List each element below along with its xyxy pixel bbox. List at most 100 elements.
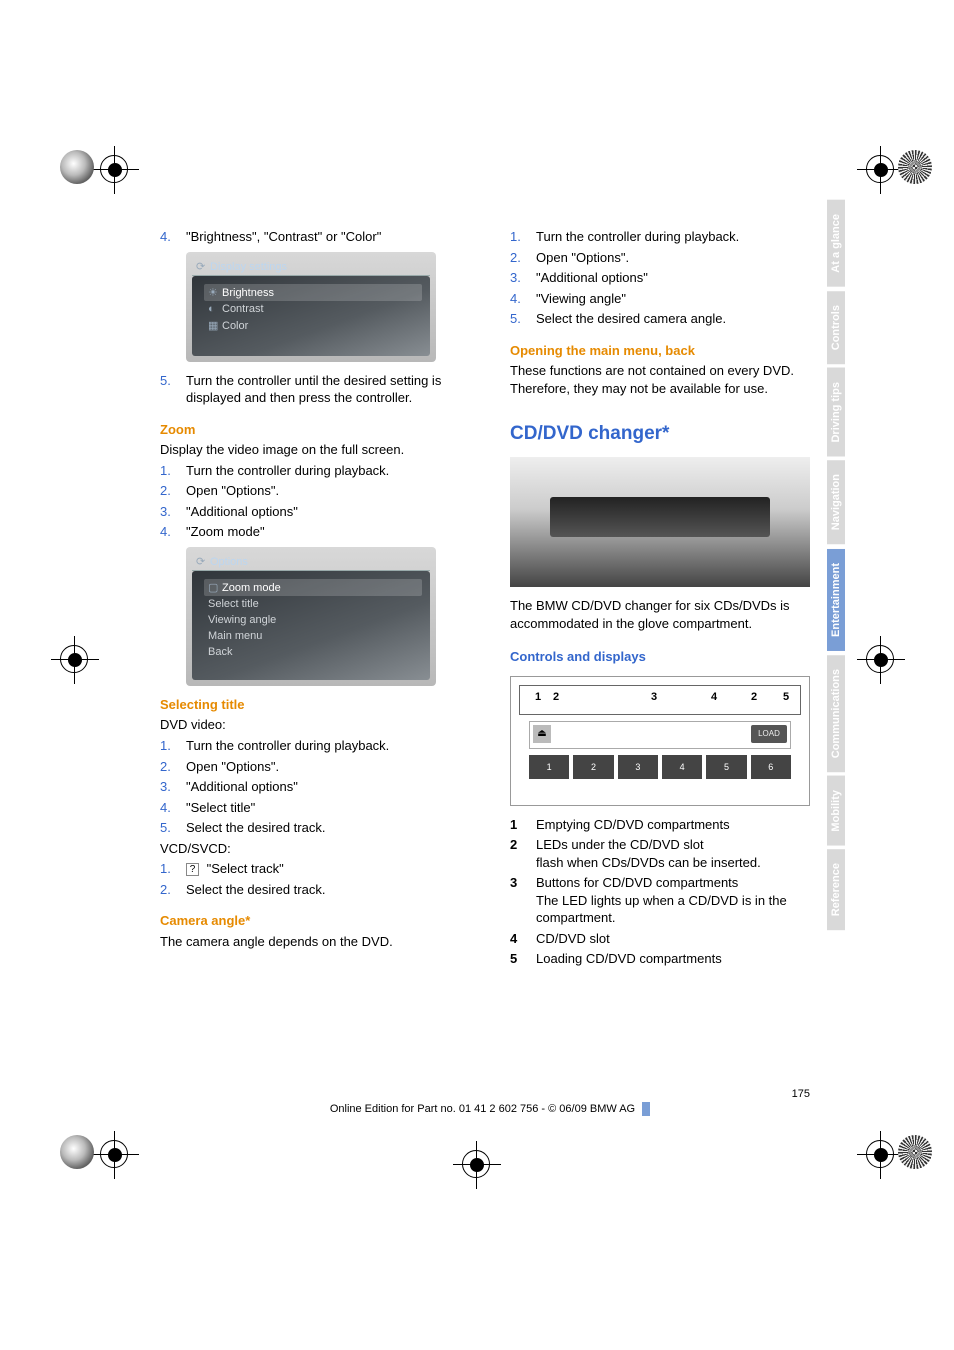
step-number: 4. — [160, 228, 171, 246]
step-text: Turn the controller during playback. — [536, 229, 739, 244]
menu-item: Select title — [204, 596, 422, 612]
step-text: Open "Options". — [186, 759, 279, 774]
changer-diagram: 1 2 3 4 2 5 ⏏ LOAD 1 2 3 4 5 6 — [510, 676, 810, 806]
page-content: 4. "Brightness", "Contrast" or "Color" ⟳D… — [160, 225, 820, 971]
slot-button: 4 — [662, 755, 702, 779]
legend-text: CD/DVD slot — [536, 931, 610, 946]
right-column: 1. Turn the controller during playback. 2… — [510, 225, 820, 971]
slot-button: 2 — [573, 755, 613, 779]
step-number: 3. — [510, 269, 521, 287]
step-text: "Viewing angle" — [536, 291, 626, 306]
selecting-title-heading: Selecting title — [160, 696, 470, 714]
menu-item: Contrast — [222, 303, 264, 315]
camera-steps: 1. Turn the controller during playback. 2… — [510, 228, 820, 328]
step-text: "Zoom mode" — [186, 524, 265, 539]
menu-item: Main menu — [204, 628, 422, 644]
slot-button: 6 — [751, 755, 791, 779]
options-screenshot: ⟳Options ▢Zoom mode Select title Viewing… — [186, 547, 436, 686]
menu-item: Viewing angle — [204, 612, 422, 628]
step-number: 2. — [160, 881, 171, 899]
corner-dot — [60, 150, 94, 184]
corner-sunburst — [898, 150, 932, 184]
step-text: Turn the controller until the desired se… — [186, 373, 441, 406]
menu-item: Zoom mode — [222, 582, 281, 594]
changer-photo — [510, 457, 810, 587]
step-number: 2. — [160, 758, 171, 776]
opening-heading: Opening the main menu, back — [510, 342, 820, 360]
menu-item: Back — [204, 644, 422, 660]
step-number: 1. — [160, 737, 171, 755]
selecting-sub1: DVD video: — [160, 716, 470, 734]
legend-number: 1 — [510, 816, 517, 834]
crop-mark — [866, 1140, 894, 1168]
page-number: 175 — [160, 1088, 810, 1100]
step-text: Turn the controller during playback. — [186, 738, 389, 753]
legend-text: Buttons for CD/DVD compartments The LED … — [536, 875, 787, 925]
legend-text: Emptying CD/DVD compartments — [536, 817, 730, 832]
step-text: Turn the controller during playback. — [186, 463, 389, 478]
step-text: "Brightness", "Contrast" or "Color" — [186, 229, 381, 244]
step-number: 4. — [160, 799, 171, 817]
menu-item: Brightness — [222, 287, 274, 299]
slot-button: 3 — [618, 755, 658, 779]
legend-text: Loading CD/DVD compartments — [536, 951, 722, 966]
step-text: "Select track" — [203, 861, 284, 876]
step-text: Select the desired camera angle. — [536, 311, 726, 326]
step-text: Open "Options". — [536, 250, 629, 265]
help-icon: ? — [186, 863, 199, 876]
zoom-intro: Display the video image on the full scre… — [160, 441, 470, 459]
left-column: 4. "Brightness", "Contrast" or "Color" ⟳D… — [160, 225, 470, 953]
legend-text: LEDs under the CD/DVD slot flash when CD… — [536, 837, 761, 870]
step-number: 4. — [510, 290, 521, 308]
selecting-steps-vcd: 1.? "Select track" 2. Select the desired … — [160, 860, 470, 898]
legend-number: 4 — [510, 930, 517, 948]
brightness-steps-cont: 5. Turn the controller until the desired … — [160, 372, 470, 407]
opening-body: These functions are not contained on eve… — [510, 362, 820, 397]
step-text: "Select title" — [186, 800, 255, 815]
tab-at-a-glance[interactable]: At a glance — [827, 200, 845, 287]
tab-mobility[interactable]: Mobility — [827, 776, 845, 846]
changer-caption: The BMW CD/DVD changer for six CDs/DVDs … — [510, 597, 820, 632]
step-number: 4. — [160, 523, 171, 541]
step-number: 3. — [160, 503, 171, 521]
step-number: 5. — [160, 372, 171, 390]
crop-mark — [866, 155, 894, 183]
tab-navigation[interactable]: Navigation — [827, 460, 845, 544]
step-text: Select the desired track. — [186, 882, 325, 897]
crop-mark — [866, 645, 894, 673]
legend-number: 5 — [510, 950, 517, 968]
footer-mark — [642, 1102, 650, 1116]
step-number: 1. — [160, 860, 171, 878]
changer-legend: 1 Emptying CD/DVD compartments 2 LEDs unde… — [510, 816, 820, 968]
changer-heading: CD/DVD changer* — [510, 421, 820, 447]
controls-heading: Controls and displays — [510, 648, 820, 666]
crop-mark — [100, 1140, 128, 1168]
zoom-steps: 1.Turn the controller during playback. 2… — [160, 462, 470, 541]
step-number: 5. — [510, 310, 521, 328]
page-footer: 175 Online Edition for Part no. 01 41 2 … — [160, 1088, 820, 1116]
selecting-steps-dvd: 1. Turn the controller during playback. 2… — [160, 737, 470, 837]
step-number: 1. — [160, 462, 171, 480]
tab-controls[interactable]: Controls — [827, 291, 845, 364]
step-text: Open "Options". — [186, 483, 279, 498]
footer-line: Online Edition for Part no. 01 41 2 602 … — [330, 1103, 635, 1115]
step-number: 1. — [510, 228, 521, 246]
screenshot-title: Display settings — [210, 261, 287, 273]
corner-dot — [60, 1135, 94, 1169]
step-text: Select the desired track. — [186, 820, 325, 835]
step-number: 5. — [160, 819, 171, 837]
slot-button: 5 — [706, 755, 746, 779]
step-number: 2. — [510, 249, 521, 267]
menu-item: Color — [222, 320, 248, 332]
display-settings-screenshot: ⟳Display settings ☀Brightness ◐Contrast … — [186, 252, 436, 362]
legend-number: 2 — [510, 836, 517, 854]
load-button: LOAD — [751, 725, 787, 743]
tab-reference[interactable]: Reference — [827, 849, 845, 930]
tab-entertainment[interactable]: Entertainment — [827, 549, 845, 651]
brightness-steps: 4. "Brightness", "Contrast" or "Color" — [160, 228, 470, 246]
tab-driving-tips[interactable]: Driving tips — [827, 368, 845, 457]
screenshot-title: Options — [210, 556, 248, 568]
step-text: "Additional options" — [186, 779, 298, 794]
camera-angle-body: The camera angle depends on the DVD. — [160, 933, 470, 951]
tab-communications[interactable]: Communications — [827, 655, 845, 772]
